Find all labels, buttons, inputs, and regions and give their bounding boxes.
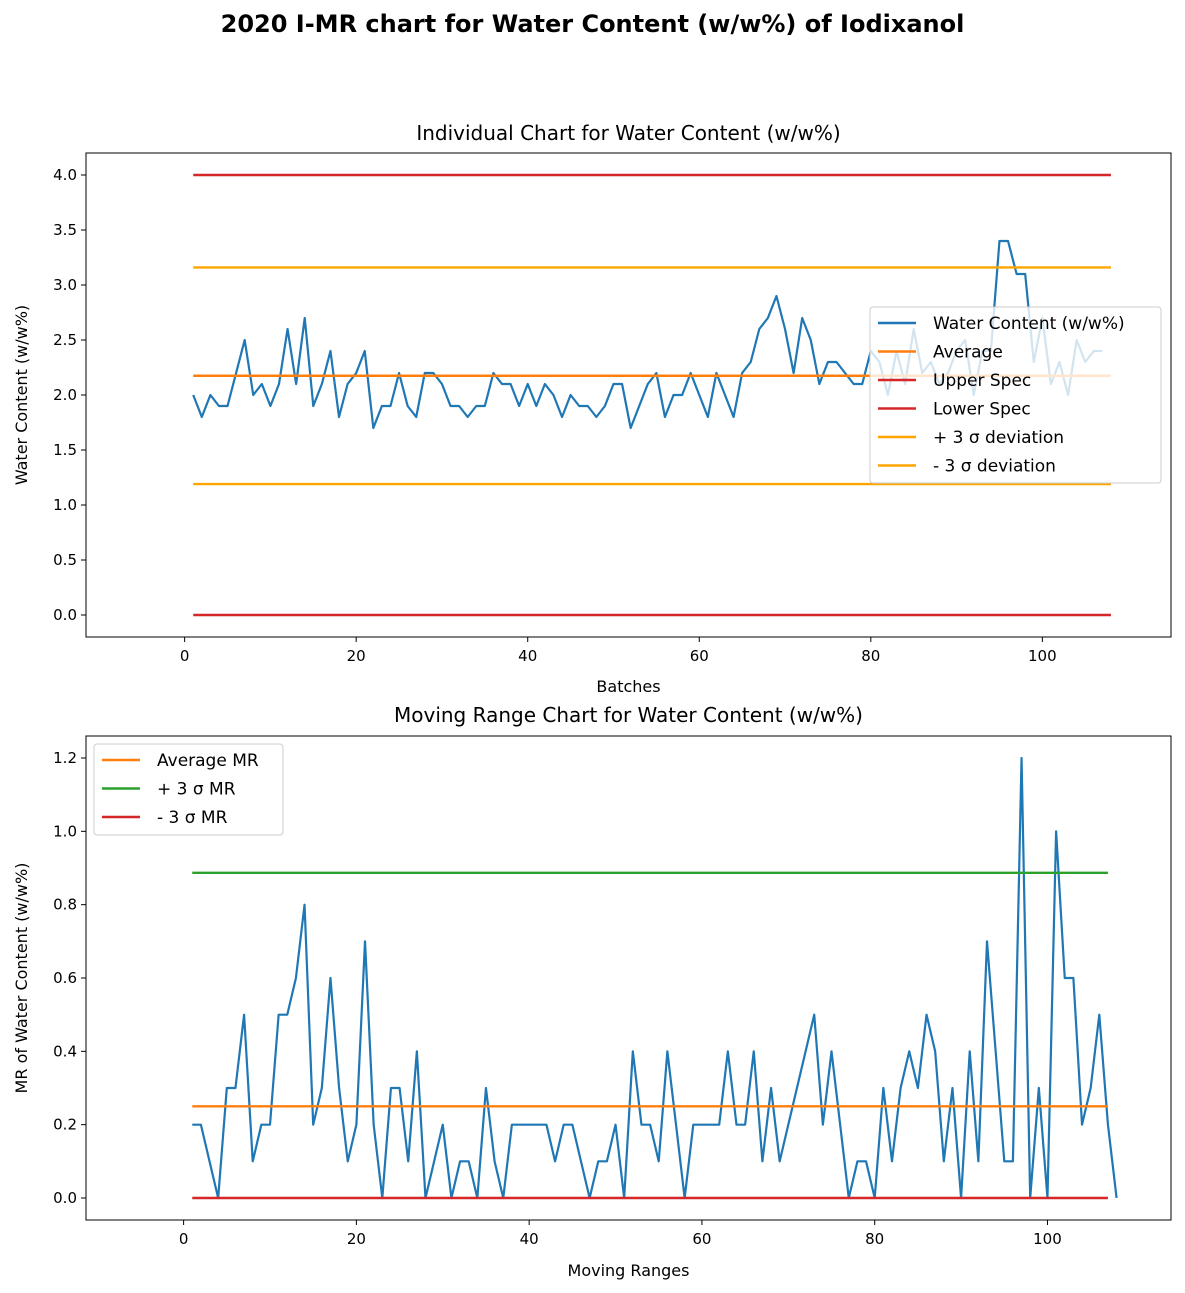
y-tick-label: 0.5 bbox=[53, 551, 77, 569]
legend-label: Water Content (w/w%) bbox=[933, 314, 1125, 334]
y-tick-label: 1.0 bbox=[53, 496, 77, 514]
legend-box bbox=[869, 306, 1162, 484]
y-tick-label: 4.0 bbox=[53, 166, 77, 184]
y-tick-label: 0.2 bbox=[53, 1116, 77, 1134]
legend-label: + 3 σ deviation bbox=[933, 428, 1064, 448]
legend-label: Upper Spec bbox=[933, 371, 1031, 391]
y-tick-label: 0.0 bbox=[53, 606, 77, 624]
y-tick-label: 0.6 bbox=[53, 969, 77, 987]
x-axis-label: Batches bbox=[596, 677, 660, 696]
x-tick-label: 60 bbox=[690, 647, 709, 665]
x-tick-label: 100 bbox=[1028, 647, 1057, 665]
x-tick-label: 60 bbox=[692, 1230, 711, 1248]
data-series-line bbox=[192, 756, 1118, 1200]
y-tick-label: 2.0 bbox=[53, 386, 77, 404]
plot-title: Individual Chart for Water Content (w/w%… bbox=[416, 121, 840, 145]
y-tick-label: 0.0 bbox=[53, 1189, 77, 1207]
legend-label: Average MR bbox=[157, 751, 259, 771]
legend-label: Lower Spec bbox=[933, 400, 1031, 420]
x-tick-label: 80 bbox=[861, 647, 880, 665]
figure-title: 2020 I-MR chart for Water Content (w/w%)… bbox=[220, 10, 965, 38]
x-tick-label: 20 bbox=[347, 1230, 366, 1248]
legend-label: Average bbox=[933, 343, 1003, 363]
individual-chart-panel: Individual Chart for Water Content (w/w%… bbox=[12, 121, 1172, 696]
x-tick-label: 0 bbox=[179, 1230, 189, 1248]
y-tick-label: 2.5 bbox=[53, 331, 77, 349]
y-tick-label: 0.8 bbox=[53, 896, 77, 914]
x-tick-label: 0 bbox=[180, 647, 190, 665]
y-tick-label: 1.5 bbox=[53, 441, 77, 459]
x-tick-label: 40 bbox=[520, 1230, 539, 1248]
y-tick-label: 1.2 bbox=[53, 749, 77, 767]
plot-title: Moving Range Chart for Water Content (w/… bbox=[394, 703, 863, 727]
y-axis-label: MR of Water Content (w/w%) bbox=[12, 863, 31, 1094]
legend-box bbox=[93, 743, 284, 836]
legend-label: + 3 σ MR bbox=[157, 780, 236, 800]
x-tick-label: 80 bbox=[865, 1230, 884, 1248]
y-tick-label: 0.4 bbox=[53, 1042, 77, 1060]
x-axis-label: Moving Ranges bbox=[568, 1261, 690, 1280]
legend-label: - 3 σ MR bbox=[157, 808, 228, 828]
y-tick-label: 3.0 bbox=[53, 276, 77, 294]
moving-range-chart-panel: Moving Range Chart for Water Content (w/… bbox=[12, 703, 1172, 1280]
x-tick-label: 20 bbox=[347, 647, 366, 665]
x-tick-label: 100 bbox=[1033, 1230, 1062, 1248]
y-tick-label: 1.0 bbox=[53, 822, 77, 840]
y-axis-label: Water Content (w/w%) bbox=[12, 305, 31, 485]
y-tick-label: 3.5 bbox=[53, 221, 77, 239]
legend-label: - 3 σ deviation bbox=[933, 457, 1056, 477]
x-tick-label: 40 bbox=[518, 647, 537, 665]
